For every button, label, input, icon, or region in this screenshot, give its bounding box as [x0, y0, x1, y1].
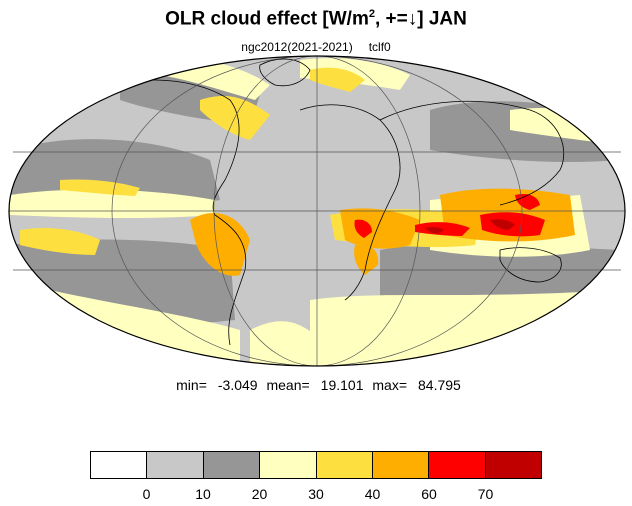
field-region — [250, 321, 320, 366]
min-value: -3.049 — [217, 377, 258, 393]
field-region — [60, 179, 140, 196]
cloud-effect-field — [10, 58, 620, 366]
colorbar-box — [203, 452, 261, 478]
subtitle-variable: tclf0 — [368, 40, 391, 54]
colorbar-tick-label: 40 — [364, 486, 381, 502]
coastline — [119, 79, 247, 346]
colorbar-tick-label: 10 — [195, 486, 211, 502]
statistics-line: min= -3.049 mean= 19.101 max= 84.795 — [0, 377, 632, 393]
map-outline — [8, 55, 626, 367]
colorbar-tick-label: 20 — [251, 486, 268, 502]
field-region — [490, 219, 515, 230]
colorbar-tick-label: 60 — [421, 486, 437, 502]
map-title: OLR cloud effect [W/m2, +=↓] JAN — [0, 8, 632, 30]
colorbar-box — [91, 452, 148, 478]
map-subtitle: ngc2012(2021-2021) tclf0 — [0, 40, 632, 54]
colorbar-tick-label: 70 — [477, 486, 494, 502]
field-region — [20, 228, 100, 255]
coastline — [259, 58, 311, 87]
field-region — [354, 219, 372, 238]
field-region — [354, 244, 379, 275]
mean-label: mean= — [266, 377, 310, 393]
title-superscript: 2 — [368, 8, 375, 20]
min-label: min= — [176, 377, 207, 393]
mean-value: 19.101 — [320, 377, 364, 393]
field-region — [425, 226, 444, 234]
colorbar-box — [316, 452, 373, 478]
colorbar-box — [429, 452, 486, 478]
colorbar-box — [372, 452, 430, 478]
colorbar — [90, 451, 542, 479]
colorbar-tick-label: 30 — [308, 486, 324, 502]
title-suffix: , +=↓] JAN — [374, 8, 467, 30]
field-region — [340, 208, 420, 249]
field-region — [190, 212, 250, 276]
field-region — [200, 95, 270, 140]
coastline — [499, 247, 562, 283]
coastline — [299, 104, 401, 301]
colorbar-box — [485, 452, 541, 478]
field-region — [310, 67, 365, 92]
subtitle-run: ngc2012(2021-2021) — [241, 40, 353, 54]
colorbar-tick-label: 0 — [142, 486, 151, 502]
max-label: max= — [372, 377, 408, 393]
colorbar-box — [260, 452, 317, 478]
max-value: 84.795 — [418, 377, 461, 393]
coastline — [379, 100, 564, 206]
field-region — [310, 290, 620, 366]
title-prefix: OLR cloud effect [W/m — [165, 8, 369, 30]
colorbar-box — [147, 452, 204, 478]
